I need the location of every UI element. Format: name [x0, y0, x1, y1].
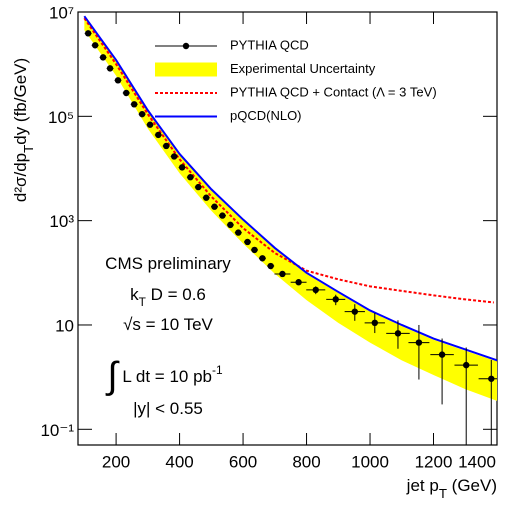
- x-tick-label: 400: [165, 452, 193, 471]
- data-point: [195, 183, 202, 191]
- data-point: [371, 319, 378, 327]
- annotation: CMS preliminary: [105, 254, 231, 273]
- data-point: [99, 54, 107, 61]
- data-point: [91, 42, 99, 49]
- uncertainty-band: [84, 17, 497, 401]
- data-point: [211, 203, 218, 210]
- text-part: -1: [212, 363, 223, 377]
- annotation: |y| < 0.55: [133, 399, 203, 418]
- annotation: kT D = 0.6: [130, 285, 206, 309]
- data-point: [170, 153, 178, 160]
- data-point: [438, 351, 446, 358]
- x-tick-label: 1400: [458, 452, 496, 471]
- legend-swatch: [155, 62, 217, 77]
- text-part: ∫: [105, 354, 120, 396]
- text-part: CMS preliminary: [105, 254, 231, 273]
- data-point: [155, 131, 162, 139]
- data-point: [163, 142, 170, 150]
- text-part: (GeV): [447, 476, 497, 495]
- legend-label: PYTHIA QCD: [230, 37, 309, 52]
- text-part: D = 0.6: [146, 285, 206, 304]
- data-point: [138, 110, 146, 118]
- text-part: k: [130, 285, 139, 304]
- data-point: [332, 296, 339, 303]
- data-point: [219, 212, 226, 219]
- data-point: [463, 361, 470, 369]
- text-part: jet p: [406, 476, 439, 495]
- text-part: d²σ/dp: [11, 153, 30, 202]
- data-point: [146, 121, 154, 128]
- text-part: T: [21, 145, 36, 153]
- data-point: [227, 221, 234, 229]
- data-point: [235, 229, 242, 236]
- x-tick-label: 1000: [351, 452, 389, 471]
- legend-label: PYTHIA QCD + Contact (Λ = 3 TeV): [230, 84, 437, 99]
- data-point: [351, 308, 358, 315]
- text-part: T: [439, 486, 447, 501]
- data-point: [106, 65, 114, 72]
- y-tick-label: 10: [55, 316, 74, 335]
- data-point: [123, 89, 130, 97]
- legend-marker: [182, 42, 190, 50]
- annotation: ∫ L dt = 10 pb-1: [105, 354, 223, 396]
- data-point: [203, 194, 210, 201]
- legend-label: Experimental Uncertainty: [230, 61, 376, 76]
- text-part: √s = 10 TeV: [123, 315, 213, 334]
- data-point: [267, 262, 274, 270]
- plot-frame: [77, 11, 498, 446]
- data-point: [259, 255, 266, 262]
- data-point: [178, 164, 186, 171]
- text-part: dy (fb/GeV): [11, 58, 30, 145]
- data-point: [415, 339, 423, 346]
- x-tick-label: 200: [102, 452, 130, 471]
- x-tick-label: 1200: [415, 452, 453, 471]
- y-axis-label: d²σ/dpTdy (fb/GeV): [11, 58, 36, 202]
- y-tick-label: 10³: [49, 212, 74, 231]
- data-point: [279, 270, 286, 278]
- y-tick-label: 10⁷: [49, 3, 74, 22]
- data-point: [312, 286, 319, 294]
- plot-area: [83, 15, 497, 445]
- x-tick-label: 800: [292, 452, 320, 471]
- data-point: [251, 246, 258, 254]
- data-point: [394, 330, 402, 337]
- text-part: |y| < 0.55: [133, 399, 203, 418]
- data-point: [295, 279, 302, 286]
- data-point: [114, 77, 122, 84]
- legend-label: pQCD(NLO): [230, 108, 302, 123]
- y-tick-label: 10⁵: [48, 108, 74, 127]
- x-tick-label: 600: [229, 452, 257, 471]
- data-point: [187, 174, 194, 181]
- text-part: L dt = 10 pb: [118, 367, 212, 386]
- text-part: T: [139, 295, 146, 309]
- data-point: [130, 101, 138, 108]
- data-point: [244, 238, 251, 246]
- annotation: √s = 10 TeV: [123, 315, 213, 334]
- series-line: [83, 15, 497, 362]
- data-point: [488, 375, 495, 382]
- data-point: [84, 30, 92, 37]
- series-line: [83, 17, 494, 304]
- x-axis-label: jet pT (GeV): [406, 476, 497, 501]
- y-tick-label: 10⁻¹: [40, 421, 74, 440]
